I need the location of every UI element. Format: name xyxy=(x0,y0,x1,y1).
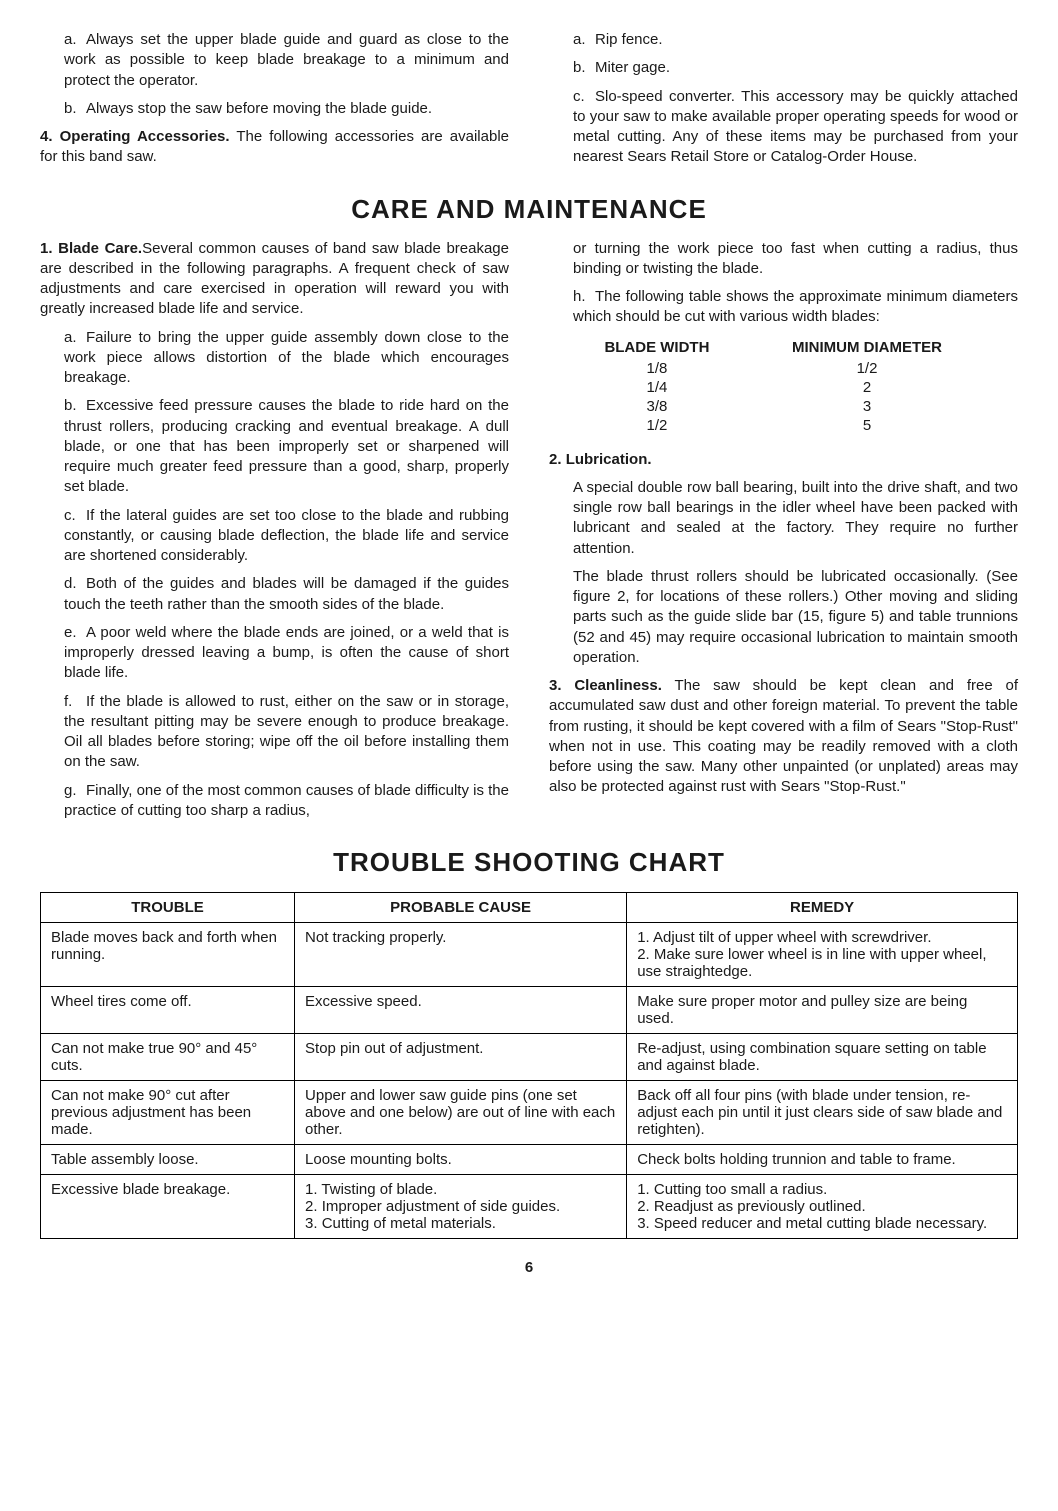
top-left-column: a.Always set the upper blade guide and g… xyxy=(40,30,509,176)
care-section: 1. Blade Care.Several common causes of b… xyxy=(40,239,1018,830)
item-4: 4. Operating Accessories. The following … xyxy=(40,127,509,168)
table-row: Excessive blade breakage.1. Twisting of … xyxy=(41,1175,1018,1239)
care-left-column: 1. Blade Care.Several common causes of b… xyxy=(40,239,509,830)
chart-heading: TROUBLE SHOOTING CHART xyxy=(40,847,1018,878)
cell-trouble: Table assembly loose. xyxy=(41,1145,295,1175)
care-g-cont: or turning the work piece too fast when … xyxy=(573,239,1018,280)
top-item-rb: b.Miter gage. xyxy=(573,58,1018,78)
top-item-ra: a.Rip fence. xyxy=(573,30,1018,50)
header-trouble: TROUBLE xyxy=(41,893,295,923)
cell-remedy: 1. Cutting too small a radius. 2. Readju… xyxy=(627,1175,1018,1239)
care-right-column: or turning the work piece too fast when … xyxy=(549,239,1018,830)
top-item-rc: c.Slo-speed converter. This accessory ma… xyxy=(573,87,1018,168)
cell-cause: 1. Twisting of blade. 2. Improper adjust… xyxy=(295,1175,627,1239)
care-h: h.The following table shows the approxim… xyxy=(573,287,1018,328)
table-row: Can not make 90° cut after previous adju… xyxy=(41,1081,1018,1145)
care-e: e.A poor weld where the blade ends are j… xyxy=(64,623,509,684)
top-item-b: b.Always stop the saw before moving the … xyxy=(64,99,509,119)
care-a: a.Failure to bring the upper guide assem… xyxy=(64,328,509,389)
top-section: a.Always set the upper blade guide and g… xyxy=(40,30,1018,176)
cell-trouble: Can not make 90° cut after previous adju… xyxy=(41,1081,295,1145)
cell-cause: Upper and lower saw guide pins (one set … xyxy=(295,1081,627,1145)
cell-remedy: 1. Adjust tilt of upper wheel with screw… xyxy=(627,923,1018,987)
care-2-p2: The blade thrust rollers should be lubri… xyxy=(573,567,1018,668)
bw-col1: BLADE WIDTH xyxy=(571,338,743,358)
care-item-1: 1. Blade Care.Several common causes of b… xyxy=(40,239,509,320)
header-cause: PROBABLE CAUSE xyxy=(295,893,627,923)
top-right-column: a.Rip fence. b.Miter gage. c.Slo-speed c… xyxy=(549,30,1018,176)
care-f: f.If the blade is allowed to rust, eithe… xyxy=(64,692,509,773)
table-row: Table assembly loose.Loose mounting bolt… xyxy=(41,1145,1018,1175)
care-2-p1: A special double row ball bearing, built… xyxy=(573,478,1018,559)
care-item-2: 2. Lubrication. xyxy=(549,450,1018,470)
table-row: Blade moves back and forth when running.… xyxy=(41,923,1018,987)
care-d: d.Both of the guides and blades will be … xyxy=(64,574,509,615)
cell-trouble: Excessive blade breakage. xyxy=(41,1175,295,1239)
text: Rip fence. xyxy=(595,31,663,48)
cell-remedy: Back off all four pins (with blade under… xyxy=(627,1081,1018,1145)
chart-header-row: TROUBLE PROBABLE CAUSE REMEDY xyxy=(41,893,1018,923)
trouble-shooting-chart: TROUBLE PROBABLE CAUSE REMEDY Blade move… xyxy=(40,892,1018,1239)
cell-remedy: Re-adjust, using combination square sett… xyxy=(627,1034,1018,1081)
blade-width-table: BLADE WIDTH MINIMUM DIAMETER 1/81/2 1/42… xyxy=(569,336,991,436)
care-item-3: 3. Cleanliness. The saw should be kept c… xyxy=(549,676,1018,798)
table-row: 3/83 xyxy=(571,398,989,415)
bw-col2: MINIMUM DIAMETER xyxy=(745,338,989,358)
text: Always stop the saw before moving the bl… xyxy=(86,100,432,117)
text: Slo-speed converter. This accessory may … xyxy=(573,88,1018,166)
top-item-a: a.Always set the upper blade guide and g… xyxy=(64,30,509,91)
table-row: Can not make true 90° and 45° cuts.Stop … xyxy=(41,1034,1018,1081)
care-b: b.Excessive feed pressure causes the bla… xyxy=(64,396,509,497)
cell-trouble: Wheel tires come off. xyxy=(41,987,295,1034)
care-g: g.Finally, one of the most common causes… xyxy=(64,781,509,822)
text: Always set the upper blade guide and gua… xyxy=(64,31,509,89)
header-remedy: REMEDY xyxy=(627,893,1018,923)
cell-cause: Not tracking properly. xyxy=(295,923,627,987)
cell-remedy: Check bolts holding trunnion and table t… xyxy=(627,1145,1018,1175)
text: Miter gage. xyxy=(595,59,670,76)
table-row: 1/42 xyxy=(571,379,989,396)
cell-trouble: Can not make true 90° and 45° cuts. xyxy=(41,1034,295,1081)
cell-cause: Excessive speed. xyxy=(295,987,627,1034)
cell-cause: Stop pin out of adjustment. xyxy=(295,1034,627,1081)
cell-cause: Loose mounting bolts. xyxy=(295,1145,627,1175)
cell-trouble: Blade moves back and forth when running. xyxy=(41,923,295,987)
table-row: 1/81/2 xyxy=(571,360,989,377)
table-row: Wheel tires come off.Excessive speed.Mak… xyxy=(41,987,1018,1034)
care-c: c.If the lateral guides are set too clos… xyxy=(64,506,509,567)
cell-remedy: Make sure proper motor and pulley size a… xyxy=(627,987,1018,1034)
table-row: 1/25 xyxy=(571,417,989,434)
care-heading: CARE AND MAINTENANCE xyxy=(40,194,1018,225)
page-number: 6 xyxy=(40,1259,1018,1276)
